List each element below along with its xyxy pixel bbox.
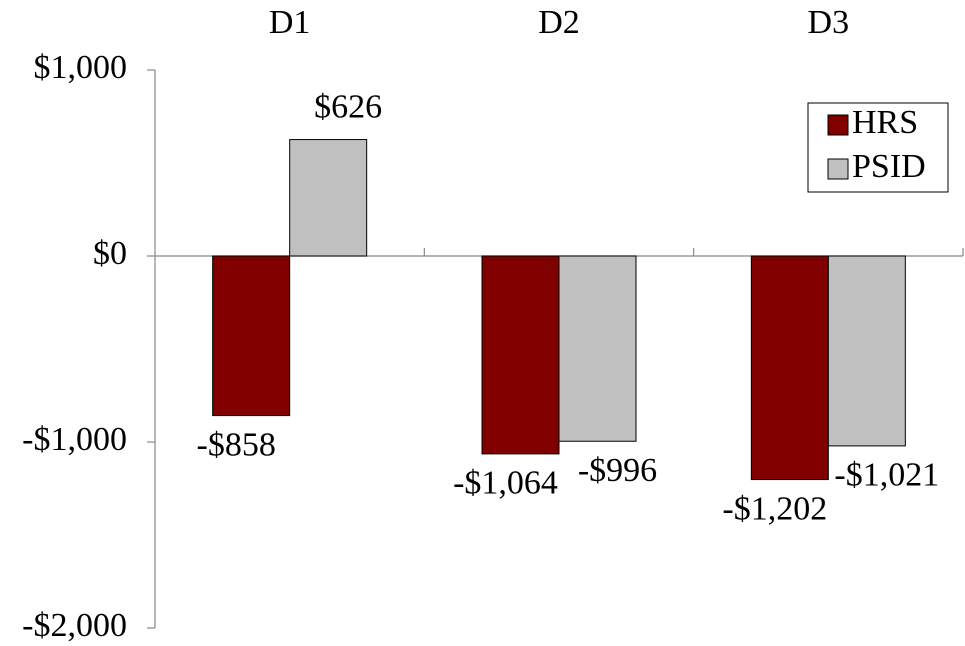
value-label: -$996 <box>578 452 657 489</box>
x-tick-label: D2 <box>538 4 580 41</box>
bar <box>827 255 906 447</box>
bar <box>212 255 291 417</box>
x-tick-label: D3 <box>808 4 850 41</box>
legend-label: HRS <box>852 104 918 141</box>
value-label: -$1,021 <box>834 457 939 494</box>
legend-swatch <box>827 158 849 180</box>
y-tick-label: $1,000 <box>34 49 128 86</box>
bar <box>289 139 368 257</box>
y-tick-label: $0 <box>93 235 127 272</box>
value-label: -$858 <box>197 426 276 463</box>
bar <box>750 255 829 481</box>
value-label: -$1,202 <box>722 490 827 527</box>
value-label: -$1,064 <box>453 465 558 502</box>
bar <box>481 255 560 455</box>
value-label: $626 <box>314 88 382 125</box>
legend-label: PSID <box>852 148 926 185</box>
x-tick-label: D1 <box>269 4 311 41</box>
y-tick-label: -$1,000 <box>22 421 127 458</box>
legend-swatch <box>827 114 849 136</box>
bar <box>558 255 637 442</box>
y-tick-label: -$2,000 <box>22 607 127 644</box>
